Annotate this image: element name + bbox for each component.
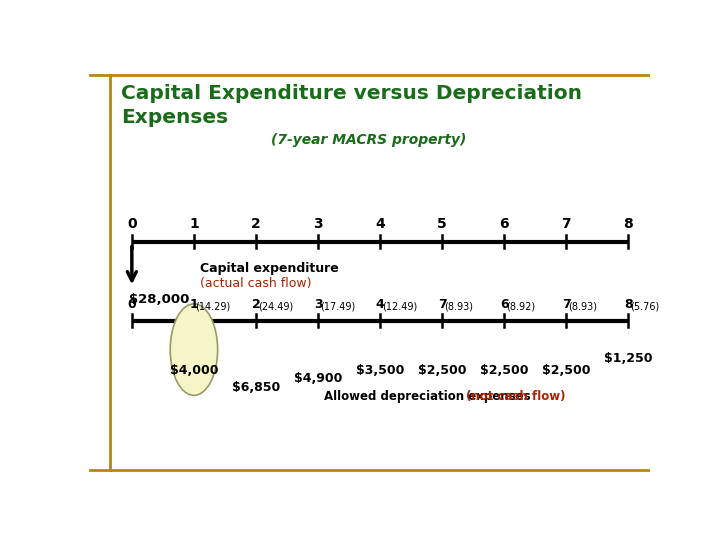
Text: (24.49): (24.49) [258, 301, 293, 312]
Text: (7-year MACRS property): (7-year MACRS property) [271, 133, 467, 147]
Text: $2,500: $2,500 [480, 364, 528, 377]
Text: 3: 3 [313, 217, 323, 231]
Text: 1: 1 [189, 299, 198, 312]
Text: 7: 7 [562, 217, 571, 231]
Text: (8.92): (8.92) [506, 301, 535, 312]
Text: 0: 0 [127, 217, 137, 231]
Text: (8.93): (8.93) [444, 301, 473, 312]
Text: 7: 7 [562, 299, 571, 312]
Text: 0: 0 [127, 299, 136, 312]
Text: $2,500: $2,500 [418, 364, 467, 377]
Text: $6,850: $6,850 [232, 381, 280, 394]
Text: $2,500: $2,500 [542, 364, 590, 377]
Text: $4,000: $4,000 [170, 364, 218, 377]
Text: (not cash flow): (not cash flow) [466, 390, 565, 403]
Text: 8: 8 [624, 299, 633, 312]
Text: 4: 4 [375, 217, 385, 231]
Text: 6: 6 [500, 217, 509, 231]
Text: Capital expenditure: Capital expenditure [199, 262, 338, 275]
Text: 1: 1 [189, 217, 199, 231]
Text: $4,900: $4,900 [294, 373, 342, 386]
Text: 5: 5 [437, 217, 447, 231]
Text: (8.93): (8.93) [568, 301, 597, 312]
Text: (5.76): (5.76) [630, 301, 660, 312]
Text: 7: 7 [438, 299, 446, 312]
Text: (17.49): (17.49) [320, 301, 355, 312]
Text: 8: 8 [624, 217, 634, 231]
Text: Allowed depreciation expenses: Allowed depreciation expenses [324, 390, 534, 403]
Text: 2: 2 [251, 299, 261, 312]
Text: (actual cash flow): (actual cash flow) [199, 277, 311, 290]
Text: $3,500: $3,500 [356, 364, 405, 377]
Text: Capital Expenditure versus Depreciation: Capital Expenditure versus Depreciation [121, 84, 582, 103]
Text: 4: 4 [376, 299, 384, 312]
Text: Expenses: Expenses [121, 109, 228, 127]
Text: 3: 3 [314, 299, 323, 312]
Text: $28,000: $28,000 [129, 294, 189, 307]
Text: 6: 6 [500, 299, 508, 312]
Text: (14.29): (14.29) [196, 301, 231, 312]
Text: (12.49): (12.49) [382, 301, 417, 312]
Text: $1,250: $1,250 [604, 352, 653, 365]
Text: 2: 2 [251, 217, 261, 231]
Ellipse shape [170, 304, 217, 395]
